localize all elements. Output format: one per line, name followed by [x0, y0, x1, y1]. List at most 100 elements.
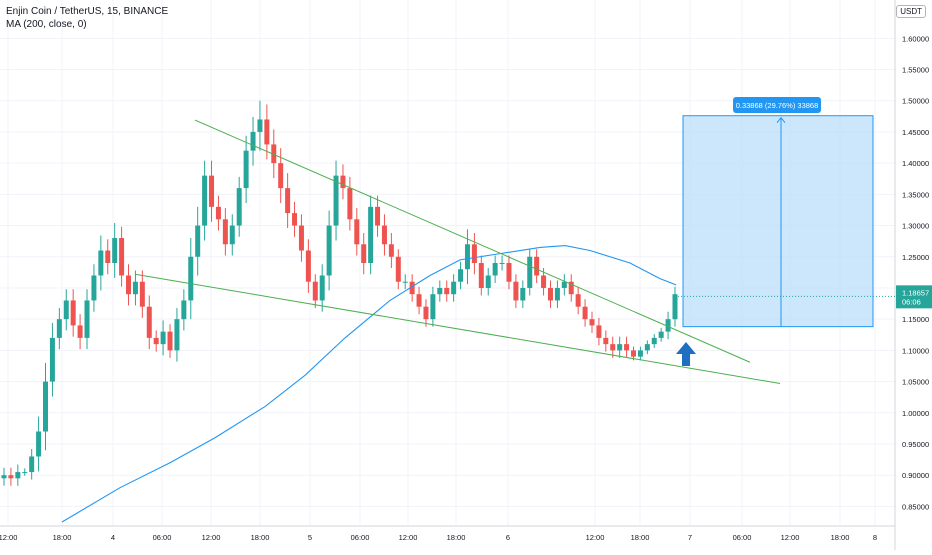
candle-body [451, 281, 457, 295]
price-tick-label: 0.85000 [902, 502, 929, 511]
candle-body [416, 294, 422, 307]
candle-body [354, 219, 360, 245]
candle-body [229, 225, 235, 245]
candle-body [22, 472, 28, 474]
time-tick-label: 18:00 [631, 533, 650, 542]
time-tick-label: 18:00 [53, 533, 72, 542]
measure-arrowhead [776, 116, 786, 124]
time-tick-label: 12:00 [781, 533, 800, 542]
chart-legend: Enjin Coin / TetherUS, 15, BINANCE MA (2… [6, 5, 168, 31]
candle-body [637, 350, 643, 357]
candle-body [181, 300, 187, 320]
price-tick-label: 1.05000 [902, 378, 929, 387]
candle-body [70, 300, 76, 326]
candle-body [672, 294, 678, 320]
candle-body [582, 306, 588, 320]
time-tick-label: 18:00 [447, 533, 466, 542]
candle-body [160, 331, 166, 345]
time-tick-label: 12:00 [202, 533, 221, 542]
candle-body [298, 225, 304, 251]
currency-button[interactable]: USDT [896, 5, 926, 18]
candle-body [250, 131, 256, 151]
candle-body [388, 244, 394, 257]
time-tick-label: 06:00 [351, 533, 370, 542]
candle-body [209, 175, 215, 207]
candle-body [188, 256, 194, 301]
candle-body [651, 337, 657, 345]
candle-body [624, 344, 630, 351]
candle-body [8, 475, 14, 479]
candle-body [589, 319, 595, 326]
price-tick-label: 1.60000 [902, 34, 929, 43]
candle-body [285, 188, 291, 214]
candle-body [617, 344, 623, 351]
candle-body [119, 238, 125, 276]
candle-body [499, 263, 505, 264]
candle-body [105, 250, 111, 263]
candle-body [568, 281, 574, 295]
candle-body [492, 263, 498, 276]
price-tick-label: 0.90000 [902, 471, 929, 480]
time-tick-label: 18:00 [831, 533, 850, 542]
candle-body [381, 225, 387, 245]
candle-body [271, 144, 277, 164]
time-tick-label: 7 [688, 533, 692, 542]
candle-body [423, 306, 429, 320]
candle-body [278, 163, 284, 189]
candle-body [222, 219, 228, 245]
candle-body [29, 456, 35, 473]
candle-body [478, 263, 484, 288]
time-tick-label: 06:00 [733, 533, 752, 542]
candle-body [153, 337, 159, 345]
candle-body [437, 287, 443, 295]
candle-body [326, 225, 332, 276]
candle-body [91, 275, 97, 301]
candle-body [361, 244, 367, 263]
candle-body [596, 325, 602, 338]
candle-body [319, 275, 325, 301]
candle-body [333, 175, 339, 226]
candle-body [98, 250, 104, 276]
candle-body [610, 344, 616, 351]
candle-body [444, 287, 450, 295]
price-tick-label: 1.15000 [902, 315, 929, 324]
breakout-arrow-icon [676, 342, 696, 366]
wedge-trendline [134, 273, 781, 384]
candle-body [1, 475, 7, 479]
price-tick-label: 1.25000 [902, 253, 929, 262]
candle-body [485, 275, 491, 288]
time-tick-label: 5 [308, 533, 312, 542]
price-tick-label: 1.55000 [902, 66, 929, 75]
price-tick-label: 1.45000 [902, 128, 929, 137]
measure-label-bg [733, 97, 821, 113]
candle-body [243, 150, 249, 189]
candle-body [630, 350, 636, 357]
candle-body [174, 319, 180, 351]
time-tick-label: 4 [111, 533, 115, 542]
candle-body [658, 331, 664, 338]
candle-body [15, 472, 21, 479]
time-tick-label: 12:00 [399, 533, 418, 542]
candle-body [513, 281, 519, 301]
price-tick-label: 1.00000 [902, 409, 929, 418]
current-price-value: 1.18657 [902, 288, 929, 297]
bar-countdown: 06:06 [902, 297, 921, 306]
candle-body [464, 244, 470, 270]
candle-body [534, 256, 540, 276]
candle-body [547, 287, 553, 301]
candle-body [63, 300, 69, 320]
candle-body [305, 250, 311, 282]
candle-body [409, 281, 415, 295]
indicator-label: MA (200, close, 0) [6, 19, 87, 30]
price-tick-label: 1.35000 [902, 190, 929, 199]
candle-body [312, 281, 318, 301]
candle-body [402, 281, 408, 283]
candle-body [506, 263, 512, 282]
candle-body [554, 287, 560, 301]
time-tick-label: 06:00 [153, 533, 172, 542]
candle-body [264, 119, 270, 145]
price-tick-label: 1.40000 [902, 159, 929, 168]
target-measure-box [682, 115, 874, 328]
